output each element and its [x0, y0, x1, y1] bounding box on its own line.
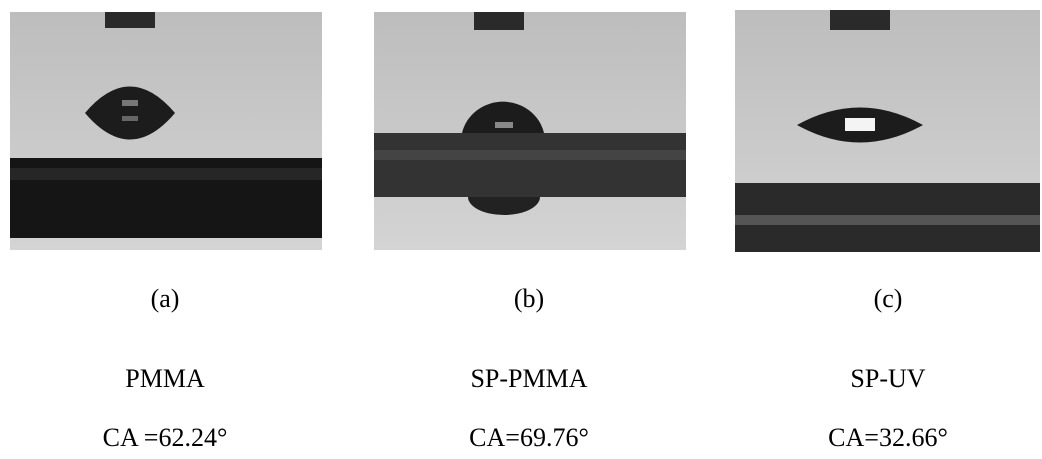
photo-a: [10, 12, 322, 250]
panel-label: (c): [874, 284, 903, 313]
contact-angle: CA=69.76°: [469, 423, 589, 452]
material: PMMA: [125, 364, 205, 393]
panel-label: (b): [514, 284, 544, 313]
contact-angle: CA =62.24°: [103, 423, 228, 452]
contact-angle: CA=32.66°: [828, 423, 948, 452]
material: SP-UV: [850, 364, 925, 393]
figure: (a) (b) (c) PMMA SP-PMMA SP-UV CA =62.24…: [0, 0, 1042, 459]
material: SP-PMMA: [470, 364, 587, 393]
photo-c: [735, 10, 1040, 252]
panel-label: (a): [151, 284, 180, 313]
photo-b: [374, 12, 686, 250]
